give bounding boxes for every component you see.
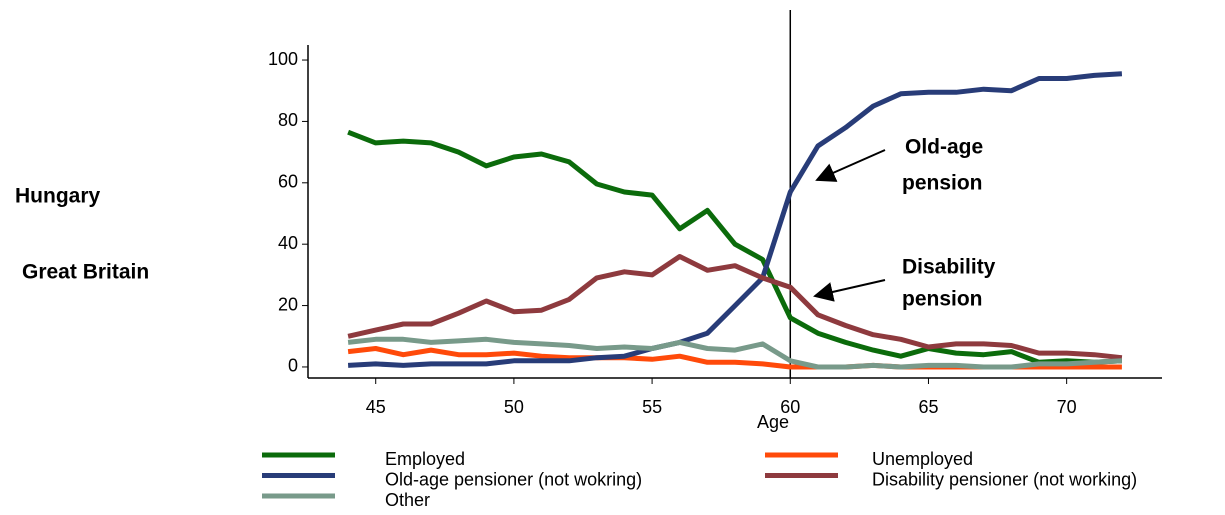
y-tick-label: 80 xyxy=(278,110,298,130)
series-line xyxy=(347,254,1123,361)
y-tick-label: 0 xyxy=(288,356,298,376)
annotation: Old-age xyxy=(905,136,983,159)
y-tick-label: 40 xyxy=(278,233,298,253)
x-tick-label: 55 xyxy=(642,397,662,417)
legend-label: Old-age pensioner (not wokring) xyxy=(385,469,642,489)
x-tick-label: 50 xyxy=(504,397,524,417)
x-tick-label: 70 xyxy=(1057,397,1077,417)
annotation: Disability xyxy=(902,256,996,279)
row-label: Hungary xyxy=(15,185,101,208)
y-tick-label: 20 xyxy=(278,294,298,314)
arrow xyxy=(813,279,886,302)
y-tick-label: 60 xyxy=(278,172,298,192)
x-axis-label: Age xyxy=(757,412,789,432)
legend-label: Unemployed xyxy=(872,449,973,469)
series-line xyxy=(347,336,1123,370)
series-line xyxy=(347,129,1123,365)
y-tick-label: 100 xyxy=(268,49,298,69)
x-tick-label: 60 xyxy=(780,397,800,417)
annotation: pension xyxy=(902,288,983,311)
legend-label: Employed xyxy=(385,449,465,469)
legend-label: Other xyxy=(385,490,430,510)
arrow xyxy=(815,149,886,182)
x-tick-label: 45 xyxy=(366,397,386,417)
legend-label: Disability pensioner (not working) xyxy=(872,469,1137,489)
x-tick-label: 65 xyxy=(918,397,938,417)
row-label: Great Britain xyxy=(22,261,149,284)
series-line xyxy=(347,71,1123,368)
annotation: pension xyxy=(902,172,983,195)
